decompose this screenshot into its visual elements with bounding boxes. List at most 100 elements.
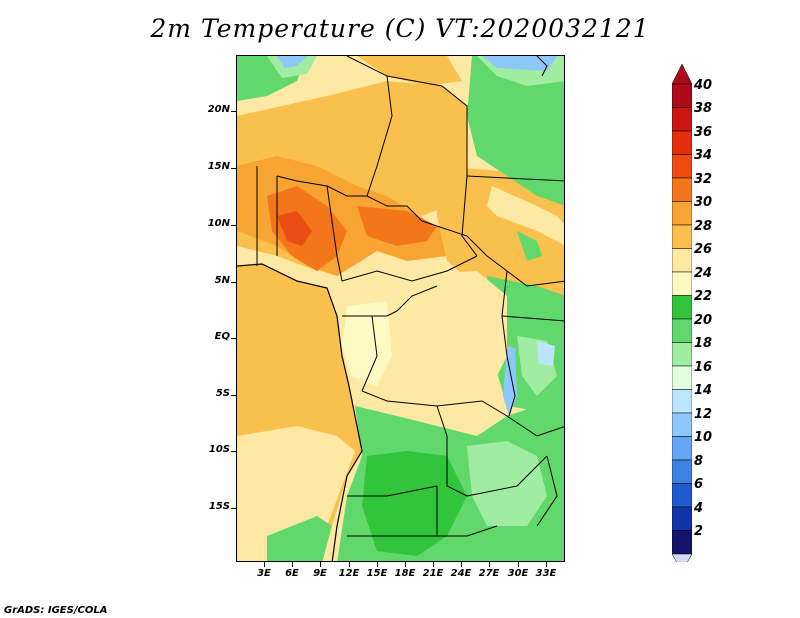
- colorbar-label: 36: [694, 125, 713, 140]
- colorbar-label: 16: [694, 360, 713, 375]
- colorbar-segment: [672, 318, 692, 343]
- coastline-nile: [536, 56, 548, 77]
- map-title: 2m Temperature (C) VT:2020032121: [150, 14, 650, 43]
- colorbar-label: 12: [694, 407, 713, 422]
- colorbar-label: 4: [694, 501, 704, 516]
- lat-tick: [231, 282, 236, 283]
- coastline: [237, 263, 363, 561]
- colorbar-top-arrow: [672, 63, 692, 85]
- colorbar-segment: [672, 295, 692, 320]
- field-lake-victoria: [537, 341, 555, 366]
- colorbar-label: 24: [694, 266, 713, 281]
- lon-label: 21E: [422, 568, 444, 579]
- colorbar-label: 14: [694, 383, 713, 398]
- lon-tick: [518, 562, 519, 567]
- colorbar-segment: [672, 177, 692, 202]
- lat-tick: [231, 338, 236, 339]
- lat-tick: [231, 168, 236, 169]
- lon-tick: [461, 562, 462, 567]
- lon-tick: [292, 562, 293, 567]
- lon-tick: [433, 562, 434, 567]
- lon-label: 33E: [535, 568, 557, 579]
- field-22-angola: [362, 451, 467, 556]
- field-14-nw: [277, 56, 307, 68]
- colorbar-label: 18: [694, 336, 713, 351]
- field-22-ocean-south: [267, 516, 332, 561]
- colorbar-bottom-arrow: [672, 553, 692, 562]
- lon-label: 6E: [285, 568, 299, 579]
- colorbar-segment: [672, 436, 692, 461]
- colorbar-segment: [672, 389, 692, 414]
- colorbar-segment: [672, 483, 692, 508]
- lat-label: 20N: [207, 104, 230, 115]
- field-34-hot-spot: [277, 211, 312, 246]
- colorbar-label: 6: [694, 477, 704, 492]
- field-14-med: [482, 56, 557, 71]
- lon-label: 24E: [450, 568, 472, 579]
- lat-tick: [231, 395, 236, 396]
- lat-label: 10S: [208, 444, 230, 455]
- lon-label: 9E: [313, 568, 327, 579]
- colorbar-segment: [672, 506, 692, 531]
- lat-label: 15N: [207, 161, 230, 172]
- colorbar-label: 8: [694, 454, 704, 469]
- colorbar-segment: [672, 107, 692, 132]
- lat-tick: [231, 451, 236, 452]
- lon-label: 3E: [257, 568, 271, 579]
- lon-label: 15E: [366, 568, 388, 579]
- lon-label: 27E: [478, 568, 500, 579]
- lat-tick: [231, 111, 236, 112]
- colorbar-label: 38: [694, 101, 713, 116]
- lat-tick: [231, 225, 236, 226]
- field-24-gabon: [342, 301, 392, 386]
- lat-label: EQ: [214, 331, 230, 342]
- colorbar-segment: [672, 83, 692, 108]
- field-28-north-top: [357, 56, 462, 86]
- lon-label: 12E: [338, 568, 360, 579]
- colorbar-segment: [672, 248, 692, 273]
- colorbar: [672, 63, 692, 562]
- lon-tick: [264, 562, 265, 567]
- colorbar-label: 34: [694, 148, 713, 163]
- lon-tick: [546, 562, 547, 567]
- lon-label: 18E: [394, 568, 416, 579]
- colorbar-label: 2: [694, 524, 704, 539]
- lat-label: 10N: [207, 218, 230, 229]
- country-borders: [256, 56, 564, 537]
- field-lake-tanganyika: [503, 346, 517, 416]
- lon-tick: [349, 562, 350, 567]
- temperature-map[interactable]: [236, 55, 565, 562]
- colorbar-segment: [672, 271, 692, 296]
- colorbar-label: 26: [694, 242, 713, 257]
- temperature-field: [237, 56, 564, 561]
- colorbar-label: 40: [694, 78, 713, 93]
- lon-tick: [489, 562, 490, 567]
- lon-tick: [320, 562, 321, 567]
- colorbar-label: 32: [694, 172, 713, 187]
- field-20-highlands: [517, 231, 542, 261]
- lon-tick: [405, 562, 406, 567]
- colorbar-segment: [672, 342, 692, 367]
- field-18-zambia: [467, 441, 547, 526]
- field-26-congo: [367, 271, 507, 416]
- colorbar-label: 28: [694, 219, 713, 234]
- credit-text: GrADS: IGES/COLA: [4, 605, 108, 616]
- colorbar-segment: [672, 459, 692, 484]
- colorbar-label: 10: [694, 430, 713, 445]
- colorbar-segment: [672, 412, 692, 437]
- colorbar-segment: [672, 154, 692, 179]
- colorbar-label: 30: [694, 195, 713, 210]
- lon-label: 30E: [507, 568, 529, 579]
- lat-tick: [231, 508, 236, 509]
- lon-tick: [377, 562, 378, 567]
- colorbar-segment: [672, 130, 692, 155]
- field-20-egypt: [467, 56, 564, 206]
- lat-label: 5S: [215, 388, 230, 399]
- colorbar-segment: [672, 530, 692, 555]
- colorbar-label: 22: [694, 289, 713, 304]
- colorbar-label: 20: [694, 313, 713, 328]
- colorbar-segment: [672, 365, 692, 390]
- colorbar-segment: [672, 224, 692, 249]
- field-18-nw: [267, 56, 317, 78]
- colorbar-segment: [672, 201, 692, 226]
